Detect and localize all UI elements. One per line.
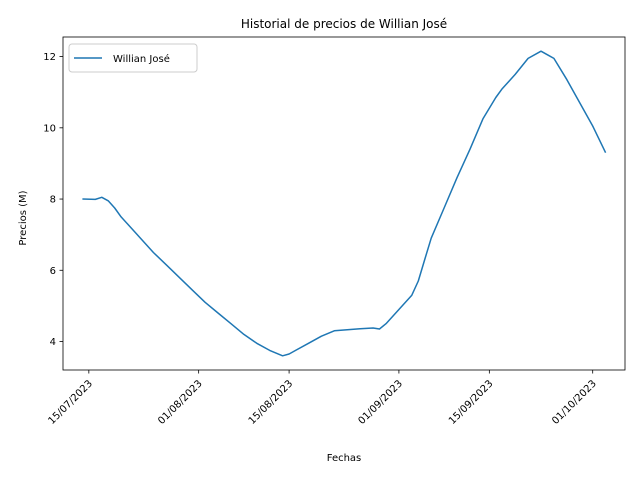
x-tick-label: 01/09/2023 bbox=[356, 378, 405, 427]
x-tick-label: 01/10/2023 bbox=[550, 378, 599, 427]
plot-frame bbox=[62, 36, 626, 371]
y-tick-label: 8 bbox=[50, 195, 56, 206]
x-tick-label: 15/07/2023 bbox=[46, 378, 95, 427]
y-tick-label: 4 bbox=[50, 337, 56, 348]
x-axis: 15/07/2023 01/08/2023 15/08/2023 01/09/2023… bbox=[46, 370, 599, 427]
x-tick-label: 15/08/2023 bbox=[247, 378, 296, 427]
x-tick-label: 15/09/2023 bbox=[447, 378, 496, 427]
x-axis-title: Fechas bbox=[327, 453, 362, 464]
series-line-0 bbox=[82, 50, 607, 357]
plot-area bbox=[82, 50, 607, 357]
legend-box bbox=[68, 43, 198, 73]
y-tick-label: 12 bbox=[43, 52, 56, 63]
x-tick-label: 01/08/2023 bbox=[156, 378, 205, 427]
y-tick-label: 10 bbox=[43, 123, 56, 134]
legend-label: Willian José bbox=[113, 53, 170, 65]
y-axis-title: Precios (M) bbox=[18, 190, 29, 245]
chart-title: Historial de precios de Willian José bbox=[241, 17, 447, 31]
y-axis: 4 6 8 10 12 bbox=[43, 52, 63, 348]
y-tick-label: 6 bbox=[50, 266, 56, 277]
legend: Willian José bbox=[68, 43, 198, 73]
